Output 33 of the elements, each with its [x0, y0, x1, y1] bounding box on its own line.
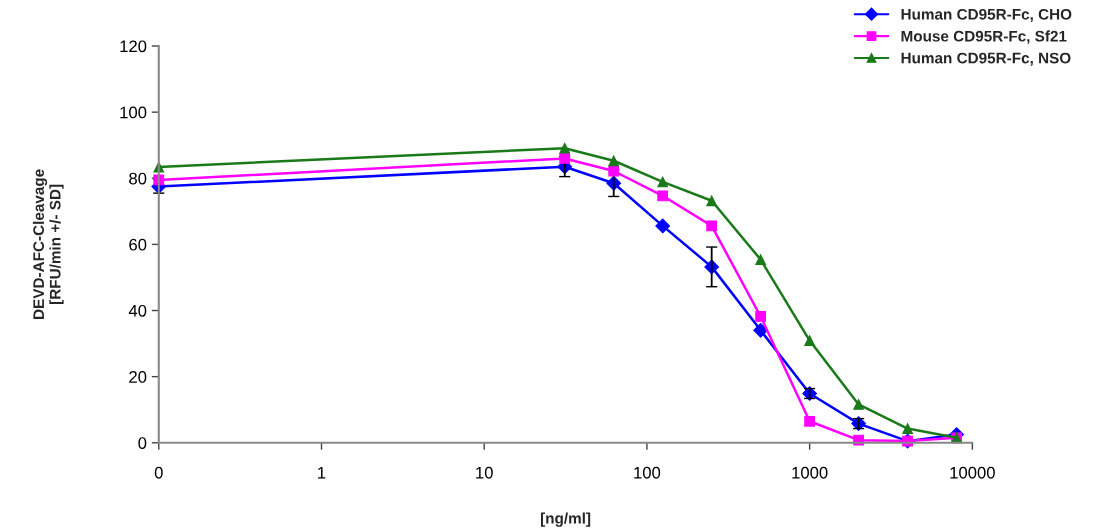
point [608, 155, 620, 167]
point [706, 195, 718, 207]
legend-label: Mouse CD95R-Fc, Sf21 [901, 30, 1067, 44]
y-tick-label: 60 [129, 238, 147, 251]
x-tick-label: 100 [634, 466, 661, 479]
x-tick-label: 1 [318, 467, 326, 479]
point [706, 220, 718, 232]
x-axis-title: [ng/ml] [540, 512, 591, 527]
point [804, 415, 816, 427]
point [657, 176, 669, 188]
y-tick-label: 0 [138, 437, 147, 449]
point [655, 218, 671, 234]
point [657, 190, 669, 202]
y-tick-label: 120 [120, 40, 147, 53]
point [755, 311, 767, 322]
y-tick-label: 40 [128, 304, 147, 317]
x-tick-label: 1000 [792, 466, 828, 479]
legend-label: Human CD95R-Fc, NSO [901, 52, 1071, 66]
point [902, 423, 913, 434]
point [853, 399, 865, 410]
x-tick-label: 10 [476, 466, 493, 479]
y-tick-label: 80 [129, 172, 147, 185]
point [804, 335, 816, 346]
y-axis-title: DEVD-AFC-Cleavage [RFU/min +/- SD] [32, 169, 64, 319]
y-tick-label: 100 [120, 106, 147, 119]
x-tick-label: 10000 [950, 466, 995, 479]
point [559, 142, 571, 154]
y-tick-label: 20 [129, 371, 147, 383]
point [608, 165, 620, 177]
point [755, 254, 767, 265]
legend-label: Human CD95R-Fc, CHO [901, 8, 1072, 22]
x-tick-label: 0 [154, 466, 163, 479]
point [559, 153, 571, 164]
